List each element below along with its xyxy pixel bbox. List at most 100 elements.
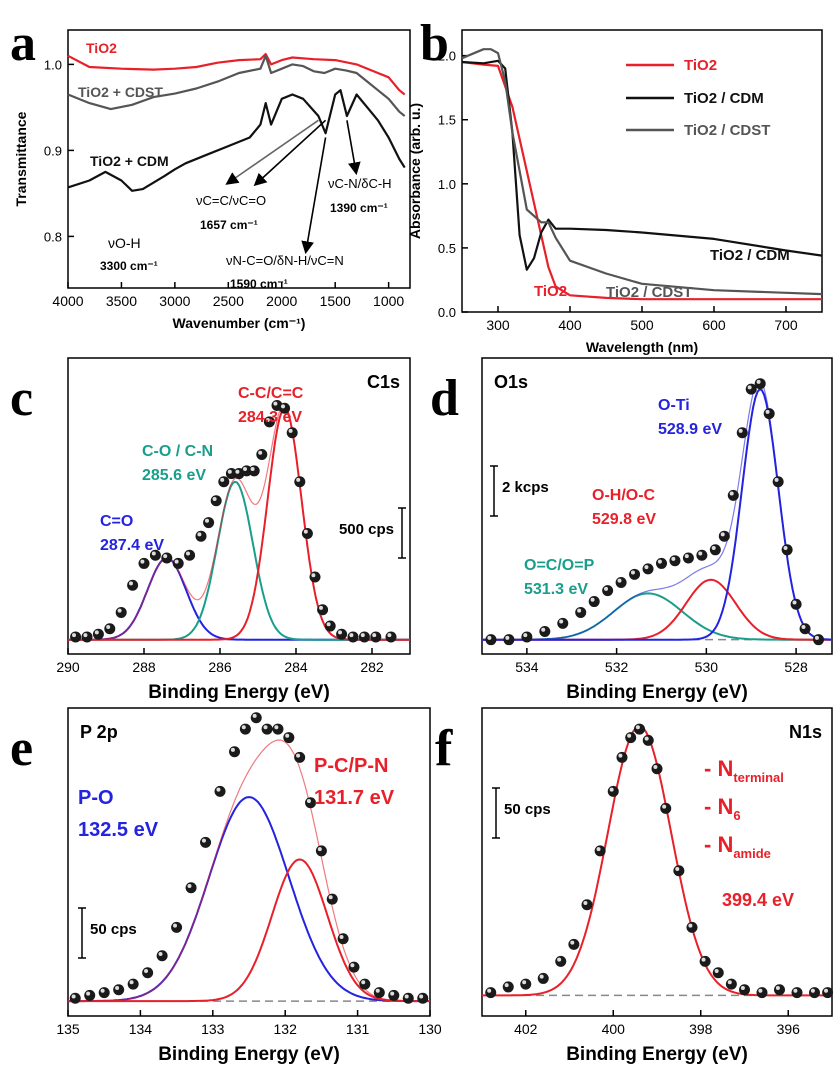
- data-point-c: [385, 631, 397, 643]
- data-point-d: [682, 552, 694, 564]
- y-tick-label-a: 0.9: [44, 143, 62, 158]
- x-tick-label-b: 300: [486, 317, 510, 333]
- data-point-e: [272, 723, 284, 735]
- data-point-highlight-e: [390, 991, 395, 996]
- data-point-highlight-e: [241, 725, 246, 730]
- x-axis-label-c: Binding Energy (eV): [148, 682, 330, 703]
- x-tick-label-d: 532: [605, 659, 629, 675]
- data-point-highlight-d: [487, 635, 492, 640]
- data-point-f: [756, 987, 768, 999]
- data-point-f: [791, 987, 803, 999]
- data-point-d: [602, 585, 614, 597]
- data-point-highlight-c: [258, 450, 263, 455]
- data-point-d: [485, 634, 497, 646]
- data-point-e: [315, 845, 327, 857]
- x-tick-label-d: 528: [784, 659, 808, 675]
- data-point-f: [809, 987, 820, 999]
- data-point-c: [317, 604, 329, 616]
- peak-label-e-1: P-C/P-N: [314, 755, 388, 777]
- y-tick-label-b: 0.5: [438, 241, 456, 256]
- x-tick-label-c: 288: [132, 659, 156, 675]
- x-tick-label-e: 130: [418, 1021, 442, 1037]
- core-level-label-c: C1s: [367, 372, 400, 392]
- data-point-c: [70, 631, 82, 643]
- peak-label-d-2: O-Ti: [658, 397, 690, 414]
- data-point-highlight-e: [252, 713, 257, 718]
- data-point-c: [218, 476, 230, 488]
- envelope-d: [482, 379, 833, 641]
- x-tick-label-a: 1000: [373, 293, 404, 309]
- data-point-c: [336, 628, 348, 640]
- plot-frame-c: [67, 357, 411, 655]
- a-annot-nco-val: 1590 cm⁻¹: [230, 277, 288, 291]
- x-axis-label-a: Wavenumber (cm⁻¹): [173, 315, 306, 331]
- data-point-c: [104, 623, 116, 635]
- data-point-c: [92, 628, 104, 640]
- data-point-c: [138, 557, 150, 569]
- data-point-c: [286, 427, 298, 439]
- data-point-e: [261, 723, 273, 735]
- data-point-highlight-e: [86, 991, 91, 996]
- data-point-highlight-f: [583, 900, 588, 905]
- data-point-highlight-c: [151, 551, 156, 556]
- data-point-highlight-c: [360, 633, 365, 638]
- y-tick-label-b: 1.0: [438, 177, 456, 192]
- data-point-e: [250, 712, 262, 724]
- series-line-b-2: [461, 48, 823, 296]
- data-point-highlight-d: [617, 578, 622, 583]
- n-species-label-2: - Namide: [704, 832, 771, 861]
- data-point-highlight-f: [635, 725, 640, 730]
- data-point-e: [294, 751, 306, 763]
- x-tick-label-c: 290: [56, 659, 80, 675]
- x-tick-label-a: 4000: [52, 293, 83, 309]
- x-axis-label-d: Binding Energy (eV): [566, 682, 748, 703]
- peak-label-c-1: C-O / C-N: [142, 443, 213, 460]
- data-point-highlight-f: [609, 787, 614, 792]
- peak-label-e-0: P-O: [78, 787, 114, 809]
- data-point-highlight-c: [273, 401, 278, 406]
- data-point-e: [337, 933, 349, 945]
- data-point-c: [256, 448, 268, 460]
- peak-energy-c-0: 287.4 eV: [100, 537, 164, 554]
- peak-fit-e-1: [68, 858, 430, 1003]
- y-tick-label-b: 0.0: [438, 305, 456, 320]
- y-tick-label-b: 1.5: [438, 113, 456, 128]
- data-point-highlight-e: [328, 895, 333, 900]
- data-point-highlight-c: [250, 467, 255, 472]
- data-point-highlight-d: [559, 619, 564, 624]
- data-point-d: [588, 596, 600, 608]
- x-tick-label-b: 600: [702, 317, 726, 333]
- data-point-highlight-c: [220, 477, 225, 482]
- data-point-e: [359, 978, 371, 990]
- data-point-highlight-e: [274, 725, 279, 730]
- data-point-e: [200, 836, 212, 848]
- data-point-highlight-c: [212, 496, 217, 501]
- data-point-highlight-c: [83, 633, 88, 638]
- a-annot-cn-val: 1390 cm⁻¹: [330, 201, 388, 215]
- data-point-highlight-d: [814, 635, 819, 640]
- plot-frame-a: [67, 29, 411, 289]
- panel-b-annotations: TiO2 TiO2 / CDM TiO2 / CDST TiO2 / CDM T…: [534, 57, 790, 301]
- data-point-highlight-e: [71, 994, 76, 999]
- data-point-f: [642, 734, 654, 746]
- series-line-b-0: [461, 60, 822, 301]
- plot-frame-f: [481, 707, 833, 1017]
- a-annot-oh: νO-H: [108, 235, 141, 251]
- data-point-d: [781, 544, 793, 556]
- data-point-e: [214, 785, 226, 797]
- b-legend-tio2: TiO2: [684, 57, 717, 74]
- data-point-f: [712, 967, 724, 979]
- plot-frame-e: [67, 707, 431, 1017]
- a-annot-cn: νC-N/δC-H: [328, 176, 392, 191]
- x-tick-label-f: 402: [514, 1021, 538, 1037]
- x-tick-label-a: 3500: [106, 293, 137, 309]
- panel-letter-c: c: [10, 370, 33, 427]
- n-species-label-1: - N6: [704, 794, 741, 823]
- x-tick-label-d: 530: [695, 659, 719, 675]
- x-tick-label-f: 398: [689, 1021, 713, 1037]
- a-legend-cdst: TiO2 + CDST: [78, 84, 163, 100]
- data-point-f: [699, 955, 711, 967]
- data-point-highlight-f: [504, 983, 509, 988]
- data-point-highlight-e: [144, 968, 149, 973]
- envelope-e: [68, 739, 430, 1002]
